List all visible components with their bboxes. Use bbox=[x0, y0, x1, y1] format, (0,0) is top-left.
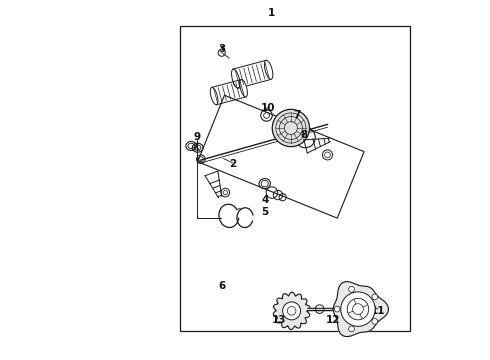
Text: 4: 4 bbox=[261, 195, 269, 205]
Text: 6: 6 bbox=[218, 281, 225, 291]
Text: 8: 8 bbox=[300, 130, 308, 140]
Text: 2: 2 bbox=[229, 159, 236, 169]
Circle shape bbox=[349, 287, 354, 292]
Text: 12: 12 bbox=[326, 315, 340, 325]
Text: 9: 9 bbox=[193, 132, 200, 142]
Text: 1: 1 bbox=[268, 8, 275, 18]
Circle shape bbox=[334, 306, 340, 312]
Circle shape bbox=[372, 294, 378, 300]
Polygon shape bbox=[333, 282, 389, 337]
Ellipse shape bbox=[210, 87, 218, 105]
Text: 10: 10 bbox=[261, 103, 275, 113]
Polygon shape bbox=[273, 292, 310, 329]
Text: 7: 7 bbox=[294, 111, 301, 121]
Bar bbox=[180, 26, 410, 330]
Text: 3: 3 bbox=[218, 44, 225, 54]
Ellipse shape bbox=[265, 60, 273, 79]
Text: 5: 5 bbox=[261, 207, 269, 217]
Circle shape bbox=[283, 302, 300, 320]
Circle shape bbox=[349, 326, 354, 332]
Circle shape bbox=[341, 292, 375, 326]
Ellipse shape bbox=[240, 80, 247, 97]
Ellipse shape bbox=[231, 69, 240, 88]
Circle shape bbox=[372, 319, 378, 324]
Text: 13: 13 bbox=[272, 315, 286, 325]
Circle shape bbox=[272, 109, 310, 147]
Text: 11: 11 bbox=[370, 306, 385, 316]
